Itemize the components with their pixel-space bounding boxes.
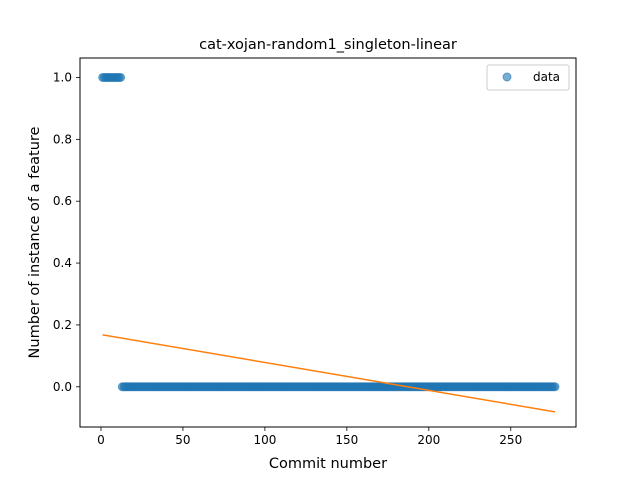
- fit-line: [102, 334, 556, 413]
- y-axis-ticks: 0.0 0.2 0.4 0.6 0.8 1.0: [53, 70, 80, 394]
- y-tick-label: 1.0: [53, 70, 72, 84]
- x-tick-label: 50: [175, 433, 190, 447]
- y-tick-label: 0.8: [53, 132, 72, 146]
- data-point: [550, 382, 560, 392]
- legend: data: [486, 64, 570, 91]
- data-points: [98, 72, 560, 392]
- data-point: [116, 72, 126, 82]
- x-axis-ticks: 0 50 100 150 200 250: [97, 427, 522, 447]
- x-tick-label: 150: [335, 433, 358, 447]
- y-tick-label: 0.2: [53, 318, 72, 332]
- legend-marker-data: [502, 72, 512, 82]
- y-tick-label: 0.4: [53, 256, 72, 270]
- x-tick-label: 250: [499, 433, 522, 447]
- fit-line-layer: [102, 334, 556, 413]
- x-tick-label: 100: [253, 433, 276, 447]
- y-tick-label: 0.0: [53, 380, 72, 394]
- y-axis-label: Number of instance of a feature: [27, 126, 43, 358]
- x-tick-label: 0: [97, 433, 105, 447]
- legend-label-data: data: [533, 70, 560, 84]
- chart-title: cat-xojan-random1_singleton-linear: [199, 37, 457, 53]
- x-tick-label: 200: [417, 433, 440, 447]
- axes-frame: [79, 57, 577, 428]
- legend-box: [486, 64, 570, 91]
- y-tick-label: 0.6: [53, 194, 72, 208]
- x-axis-label: Commit number: [269, 456, 387, 472]
